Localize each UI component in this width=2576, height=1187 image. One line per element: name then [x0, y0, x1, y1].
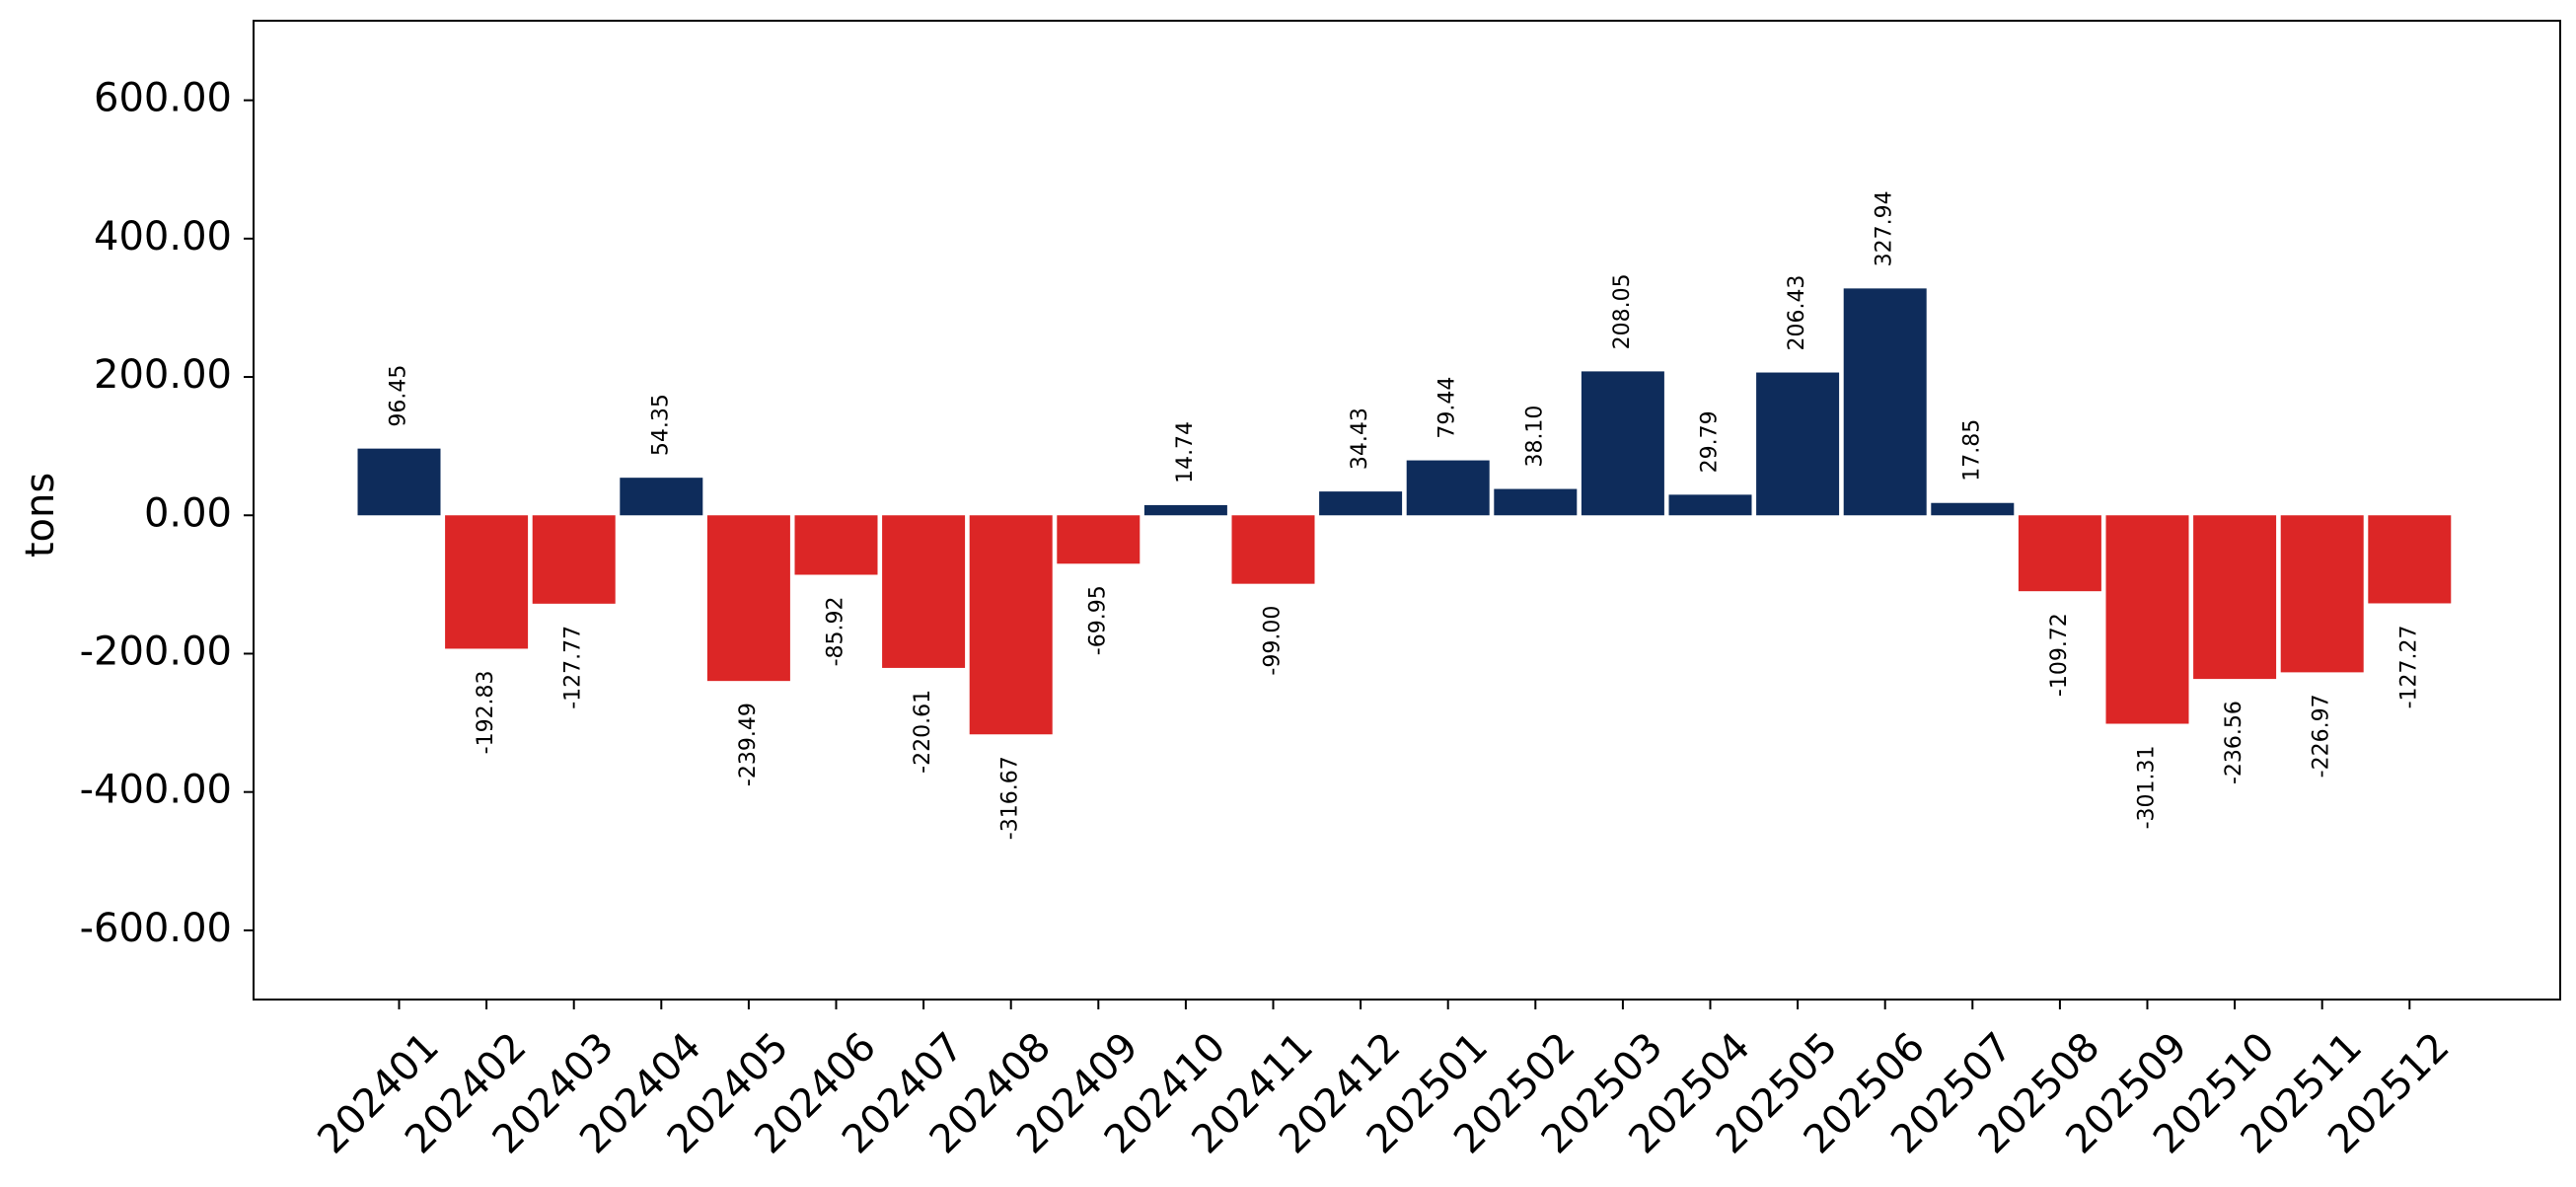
bar-202511	[2280, 515, 2364, 673]
bar-202510	[2193, 515, 2277, 680]
data-label-202409: -69.95	[1085, 585, 1110, 655]
data-label-202503: 208.05	[1610, 273, 1635, 349]
data-label-202411: -99.00	[1261, 606, 1286, 676]
data-label-202401: 96.45	[387, 365, 411, 427]
data-label-202511: -226.97	[2310, 694, 2334, 778]
data-label-202504: 29.79	[1698, 410, 1723, 473]
bar-202410	[1143, 504, 1227, 516]
data-label-202512: -127.27	[2396, 625, 2421, 708]
bars-layer	[357, 288, 2452, 735]
data-label-202506: 327.94	[1873, 190, 1897, 266]
data-label-202405: -239.49	[736, 703, 761, 786]
data-label-202402: -192.83	[474, 670, 498, 754]
bar-202408	[969, 515, 1053, 735]
data-label-202508: -109.72	[2047, 613, 2072, 697]
y-tick-label: 200.00	[94, 352, 232, 398]
data-labels-layer: 96.45 -192.83 -127.77 54.35 -239.49 -85.92 -22…	[387, 190, 2422, 840]
bar-202403	[532, 515, 616, 604]
bar-202409	[1057, 515, 1141, 564]
bar-202406	[794, 515, 878, 575]
bar-202501	[1406, 460, 1490, 516]
y-tick-label: 400.00	[94, 214, 232, 260]
bar-202509	[2105, 515, 2189, 724]
bar-202508	[2018, 515, 2101, 592]
bar-202404	[620, 478, 703, 516]
data-label-202507: 17.85	[1959, 419, 1984, 482]
bar-202405	[706, 515, 790, 682]
bar-202504	[1668, 494, 1752, 516]
data-label-202406: -85.92	[824, 596, 848, 666]
data-label-202410: 14.74	[1173, 421, 1198, 483]
bar-202506	[1843, 288, 1927, 516]
bar-202412	[1319, 491, 1403, 516]
data-label-202408: -316.67	[998, 756, 1023, 840]
data-label-202501: 79.44	[1435, 377, 1460, 439]
data-label-202509: -301.31	[2135, 745, 2160, 829]
y-tick-label: 600.00	[94, 76, 232, 121]
data-label-202505: 206.43	[1785, 275, 1809, 351]
data-label-202412: 34.43	[1348, 408, 1372, 470]
data-label-202510: -236.56	[2222, 701, 2246, 784]
bar-202411	[1231, 515, 1315, 584]
y-tick-label: -200.00	[80, 629, 232, 674]
bar-202505	[1756, 372, 1840, 516]
bar-202507	[1931, 502, 2015, 516]
y-tick-label: -600.00	[80, 906, 232, 951]
bar-202407	[882, 515, 966, 668]
data-label-202407: -220.61	[911, 690, 935, 774]
y-tick-label: -400.00	[80, 768, 232, 813]
y-tick-label: 0.00	[144, 490, 232, 536]
bar-202401	[357, 448, 441, 516]
bar-202402	[445, 515, 529, 649]
bar-202502	[1494, 488, 1578, 516]
bar-202512	[2368, 515, 2452, 604]
data-label-202502: 38.10	[1522, 406, 1547, 468]
data-label-202403: -127.77	[561, 626, 586, 709]
y-axis-label: tons	[18, 473, 63, 557]
bar-202503	[1581, 371, 1664, 516]
data-label-202404: 54.35	[648, 394, 673, 456]
plot-frame	[253, 20, 2561, 1001]
